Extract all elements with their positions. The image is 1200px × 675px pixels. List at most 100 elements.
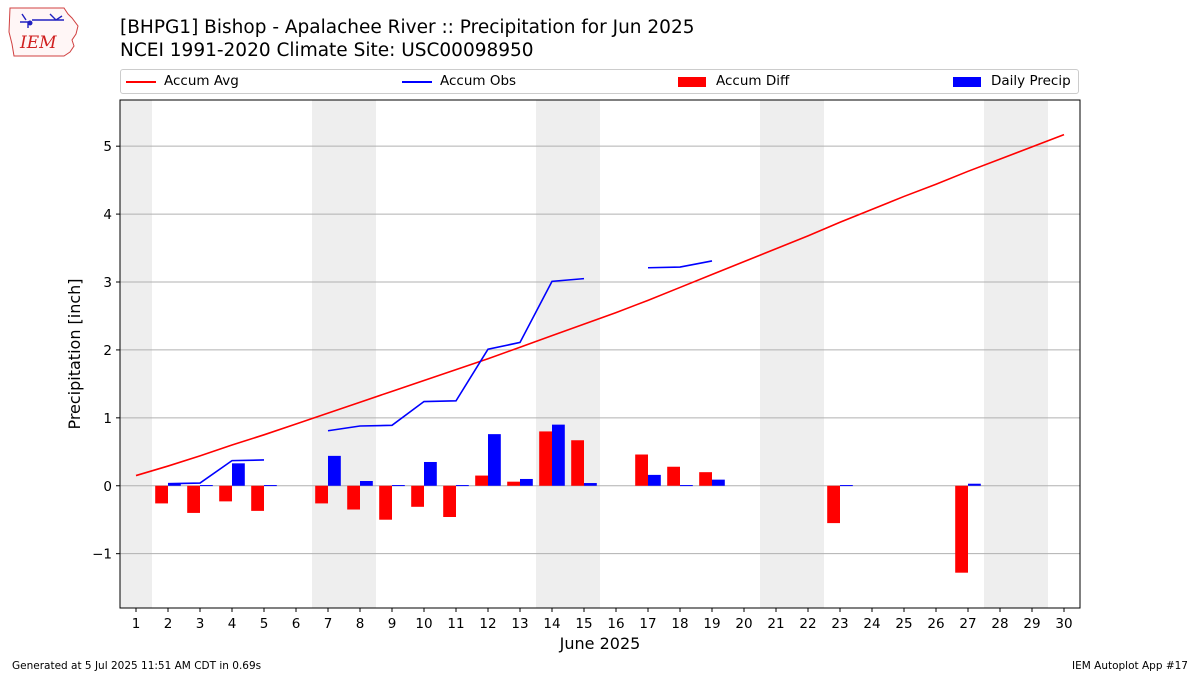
daily-precip-bar [424, 461, 437, 486]
accum-diff-bar [379, 485, 392, 520]
daily-precip-bar [168, 483, 181, 486]
accum-diff-bar [699, 472, 712, 486]
x-tick-label: 16 [607, 616, 624, 632]
x-tick-label: 12 [479, 616, 496, 632]
chart-title: [BHPG1] Bishop - Apalachee River :: Prec… [120, 17, 695, 38]
y-tick-label: −1 [92, 547, 112, 563]
x-tick-label: 9 [388, 616, 397, 632]
daily-precip-bar [360, 481, 373, 486]
x-tick-label: 6 [292, 616, 301, 632]
accum-diff-bar [443, 485, 456, 517]
y-tick-label: 0 [103, 479, 112, 495]
accum-diff-bar [251, 485, 264, 511]
legend-label: Accum Avg [164, 73, 239, 89]
x-tick-label: 25 [895, 616, 912, 632]
daily-precip-bar [840, 485, 853, 487]
x-tick-label: 19 [703, 616, 720, 632]
accum-diff-bar [507, 481, 520, 486]
x-tick-label: 23 [831, 616, 848, 632]
x-tick-label: 28 [991, 616, 1008, 632]
x-tick-label: 2 [164, 616, 173, 632]
legend-swatch-accum-diff [678, 77, 706, 87]
x-tick-label: 3 [196, 616, 205, 632]
x-tick-label: 20 [735, 616, 752, 632]
accum-diff-bar [155, 485, 168, 504]
y-tick-label: 5 [103, 139, 112, 155]
x-tick-label: 8 [356, 616, 365, 632]
x-tick-label: 24 [863, 616, 880, 632]
daily-precip-bar [488, 434, 501, 486]
accum-diff-bar [219, 485, 232, 502]
legend-label: Accum Obs [440, 73, 517, 89]
accum-diff-bar [187, 485, 200, 513]
legend-swatch-accum-obs [402, 81, 432, 83]
accum-avg-line [135, 133, 1065, 477]
daily-precip-bar [456, 485, 469, 487]
accum-diff-bar [667, 466, 680, 486]
x-tick-label: 13 [511, 616, 528, 632]
x-tick-label: 18 [671, 616, 688, 632]
daily-precip-bar [968, 483, 981, 486]
daily-precip-bar [392, 485, 405, 487]
x-tick-label: 5 [260, 616, 269, 632]
x-tick-label: 4 [228, 616, 237, 632]
legend-swatch-daily-precip [953, 77, 981, 87]
daily-precip-bar [200, 485, 213, 487]
x-tick-label: 26 [927, 616, 944, 632]
daily-precip-bar [264, 485, 277, 487]
legend-swatch-accum-avg [126, 81, 156, 83]
weekend-shade [536, 100, 600, 608]
x-tick-label: 17 [639, 616, 656, 632]
accum-diff-bar [411, 485, 424, 507]
x-tick-label: 21 [767, 616, 784, 632]
legend: Accum Avg Accum Obs Accum Diff Daily Pre… [120, 69, 1079, 94]
accum-diff-bar [955, 485, 968, 573]
x-axis-label: June 2025 [559, 634, 641, 653]
daily-precip-bar [328, 455, 341, 486]
iem-logo: IEM [8, 7, 79, 57]
station-dot [27, 20, 33, 26]
accum-diff-bar [571, 440, 584, 486]
daily-precip-bar [232, 463, 245, 486]
daily-precip-bar [648, 474, 661, 486]
y-axis-label: Precipitation [inch] [65, 278, 84, 429]
daily-precip-bar [680, 485, 693, 487]
accum-diff-bar [635, 454, 648, 486]
weekend-shade [760, 100, 824, 608]
accum-diff-bar [475, 475, 488, 486]
generated-timestamp: Generated at 5 Jul 2025 11:51 AM CDT in … [12, 660, 262, 672]
x-tick-label: 1 [132, 616, 141, 632]
x-tick-label: 7 [324, 616, 333, 632]
app-credit: IEM Autoplot App #17 [1072, 660, 1188, 672]
y-tick-label: 2 [103, 343, 112, 359]
daily-precip-bar [520, 478, 533, 486]
daily-precip-bar [584, 483, 597, 486]
chart-subtitle: NCEI 1991-2020 Climate Site: USC00098950 [120, 40, 534, 61]
weekend-shade [312, 100, 376, 608]
x-tick-label: 11 [447, 616, 464, 632]
accum-obs-line [167, 459, 265, 485]
weekend-shade [984, 100, 1048, 608]
accum-diff-bar [539, 431, 552, 486]
y-tick-label: 3 [103, 275, 112, 291]
accum-diff-bar [315, 485, 328, 504]
x-tick-label: 22 [799, 616, 816, 632]
legend-label: Accum Diff [716, 73, 790, 89]
accum-obs-line [327, 277, 585, 432]
x-tick-label: 14 [543, 616, 560, 632]
plot-frame [119, 99, 1081, 609]
accum-diff-bar [827, 485, 840, 524]
weekend-shade [120, 100, 152, 608]
logo-text: IEM [19, 33, 57, 53]
daily-precip-bar [552, 424, 565, 486]
accum-obs-line [647, 260, 713, 269]
x-tick-label: 29 [1023, 616, 1040, 632]
x-tick-label: 27 [959, 616, 976, 632]
y-tick-label: 4 [103, 207, 112, 223]
x-tick-label: 30 [1055, 616, 1072, 632]
weather-station-icon [20, 13, 64, 28]
legend-label: Daily Precip [991, 73, 1071, 89]
y-tick-label: 1 [103, 411, 112, 427]
daily-precip-bar [712, 479, 725, 486]
